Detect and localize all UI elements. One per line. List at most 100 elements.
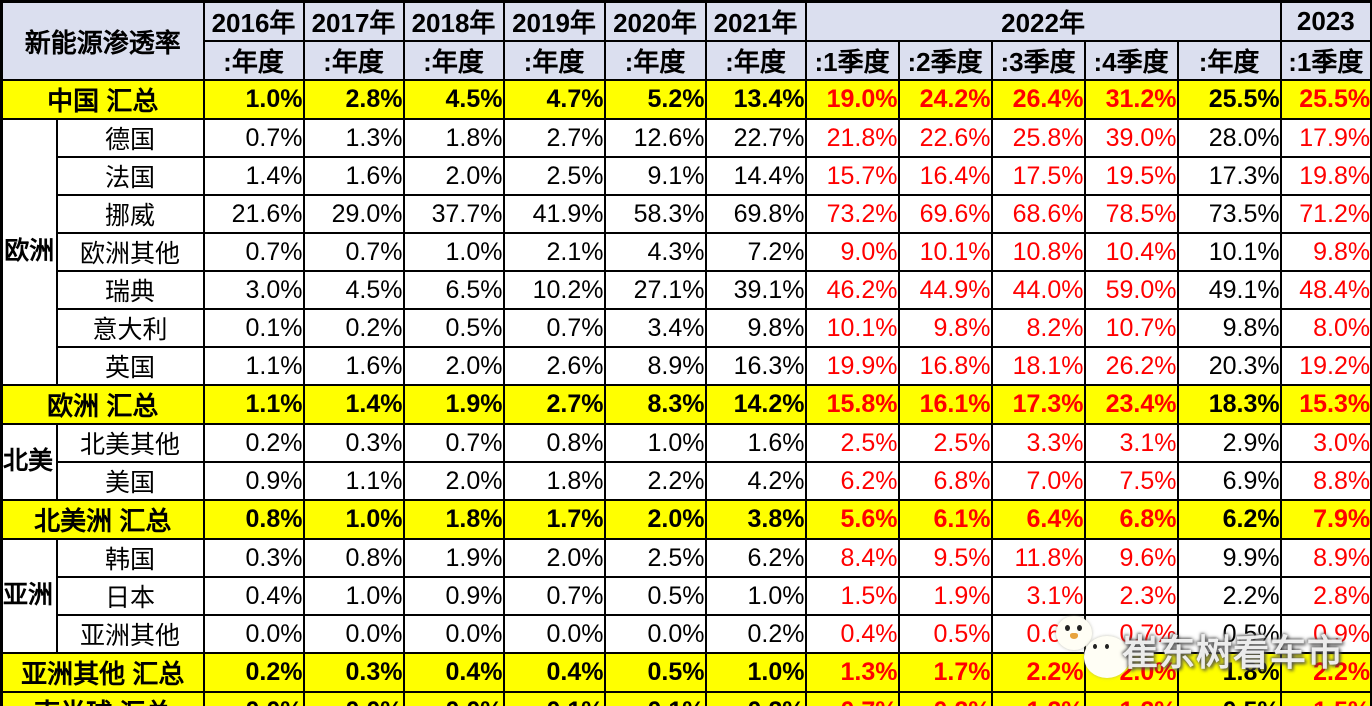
value-cell: 7.2% (704, 232, 807, 272)
value-cell: 1.8% (402, 118, 505, 158)
value-cell: 44.0% (990, 270, 1086, 310)
value-cell: 0.7% (402, 423, 505, 463)
value-cell: 0.2% (704, 691, 807, 706)
value-cell: 39.0% (1083, 118, 1179, 158)
value-cell: 1.3% (804, 652, 900, 693)
value-cell: 9.1% (603, 156, 707, 196)
value-cell: 9.5% (897, 538, 993, 578)
value-cell: 13.4% (704, 79, 807, 120)
value-cell: 69.8% (704, 194, 807, 234)
value-cell: 1.8% (402, 499, 505, 540)
summary-label: 南半球 汇总 (0, 691, 205, 706)
period-header: :1季度 (1279, 40, 1372, 81)
value-cell: 7.0% (990, 461, 1086, 501)
value-cell: 0.1% (502, 691, 606, 706)
value-cell: 2.2% (990, 652, 1086, 693)
value-cell: 1.0% (704, 576, 807, 616)
value-cell: 14.4% (704, 156, 807, 196)
country-label: 美国 (55, 461, 205, 501)
value-cell: 0.1% (603, 691, 707, 706)
country-row: 欧洲其他 0.7% 0.7% 1.0% 2.1% 4.3% 7.2% 9.0% 10.1% 10.… (2, 232, 1372, 272)
value-cell: 8.9% (603, 346, 707, 386)
country-label: 瑞典 (55, 270, 205, 310)
value-cell: 0.7% (804, 691, 900, 706)
value-cell: 1.9% (402, 384, 505, 425)
value-cell: 8.8% (1279, 461, 1372, 501)
value-cell: 21.8% (804, 118, 900, 158)
value-cell: 0.0% (402, 614, 505, 654)
value-cell: 1.1% (302, 461, 405, 501)
value-cell: 20.3% (1176, 346, 1282, 386)
value-cell: 39.1% (704, 270, 807, 310)
value-cell: 0.7% (502, 576, 606, 616)
value-cell: 0.7% (202, 118, 305, 158)
value-cell: 17.5% (990, 156, 1086, 196)
value-cell: 21.6% (202, 194, 305, 234)
period-header: :年度 (302, 40, 405, 81)
value-cell: 0.7% (202, 232, 305, 272)
summary-label: 北美洲 汇总 (0, 499, 205, 540)
table-body: 中国 汇总 1.0% 2.8% 4.5% 4.7% 5.2% 13.4% 19.0% 24.2%… (0, 79, 1372, 706)
value-cell: 0.3% (302, 652, 405, 693)
value-cell: 15.7% (804, 156, 900, 196)
value-cell: 16.1% (897, 384, 993, 425)
value-cell: 1.8% (1176, 652, 1282, 693)
country-row: 法国 1.4% 1.6% 2.0% 2.5% 9.1% 14.4% 15.7% 16.4% 17.… (2, 156, 1372, 196)
value-cell: 2.0% (603, 499, 707, 540)
country-row: 挪威 21.6% 29.0% 37.7% 41.9% 58.3% 69.8% 73.2% 69.… (2, 194, 1372, 234)
value-cell: 1.1% (202, 346, 305, 386)
summary-label: 欧洲 汇总 (0, 384, 205, 425)
value-cell: 0.1% (202, 308, 305, 348)
value-cell: 1.0% (302, 576, 405, 616)
value-cell: 26.2% (1083, 346, 1179, 386)
value-cell: 2.7% (502, 118, 606, 158)
year-header: 2021年 (704, 0, 807, 42)
value-cell: 1.0% (704, 652, 807, 693)
value-cell: 2.9% (1176, 423, 1282, 463)
period-header: :2季度 (897, 40, 993, 81)
value-cell: 10.1% (804, 308, 900, 348)
value-cell: 9.8% (897, 308, 993, 348)
year-header: 2018年 (402, 0, 505, 42)
value-cell: 1.4% (202, 156, 305, 196)
value-cell: 18.3% (1176, 384, 1282, 425)
period-header: :年度 (704, 40, 807, 81)
value-cell: 2.5% (804, 423, 900, 463)
period-header: :年度 (202, 40, 305, 81)
value-cell: 0.2% (202, 423, 305, 463)
country-label: 欧洲其他 (55, 232, 205, 272)
value-cell: 23.4% (1083, 384, 1179, 425)
value-cell: 1.0% (603, 423, 707, 463)
value-cell: 9.8% (1279, 232, 1372, 272)
value-cell: 6.1% (897, 499, 993, 540)
value-cell: 2.5% (897, 423, 993, 463)
value-cell: 15.3% (1279, 384, 1372, 425)
value-cell: 1.0% (302, 499, 405, 540)
value-cell: 24.2% (897, 79, 993, 120)
value-cell: 0.2% (202, 652, 305, 693)
value-cell: 4.3% (603, 232, 707, 272)
value-cell: 5.6% (804, 499, 900, 540)
value-cell: 2.2% (603, 461, 707, 501)
value-cell: 3.0% (202, 270, 305, 310)
value-cell: 8.0% (1279, 308, 1372, 348)
value-cell: 0.0% (402, 691, 505, 706)
country-label: 挪威 (55, 194, 205, 234)
value-cell: 25.5% (1176, 79, 1282, 120)
value-cell: 10.4% (1083, 232, 1179, 272)
country-row: 亚洲其他 0.0% 0.0% 0.0% 0.0% 0.0% 0.2% 0.4% 0.5% 0.6%… (2, 614, 1372, 654)
country-label: 韩国 (55, 538, 205, 578)
value-cell: 1.6% (704, 423, 807, 463)
value-cell: 2.7% (502, 384, 606, 425)
period-header: :4季度 (1083, 40, 1179, 81)
value-cell: 17.9% (1279, 118, 1372, 158)
country-row: 瑞典 3.0% 4.5% 6.5% 10.2% 27.1% 39.1% 46.2% 44.9% 4… (2, 270, 1372, 310)
value-cell: 6.5% (402, 270, 505, 310)
value-cell: 3.8% (704, 499, 807, 540)
value-cell: 0.0% (302, 691, 405, 706)
period-header: :年度 (603, 40, 707, 81)
value-cell: 19.2% (1279, 346, 1372, 386)
value-cell: 0.8% (502, 423, 606, 463)
value-cell: 17.3% (1176, 156, 1282, 196)
value-cell: 2.0% (402, 156, 505, 196)
